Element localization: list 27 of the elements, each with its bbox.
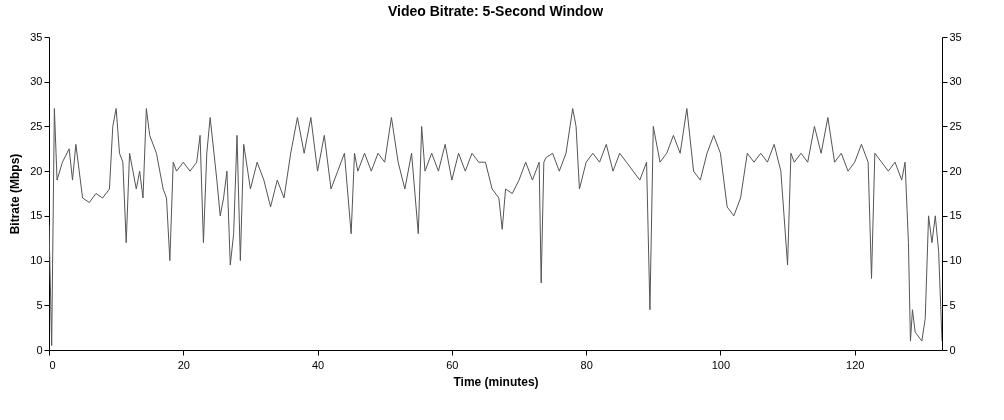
y2-tick-label: 35 bbox=[949, 30, 962, 43]
y-tick-label: 10 bbox=[30, 254, 43, 267]
x-tick-label: 80 bbox=[580, 358, 593, 371]
y2-tick-label: 20 bbox=[949, 164, 962, 177]
x-tick-label: 120 bbox=[846, 358, 865, 371]
x-tick-label: 20 bbox=[177, 358, 190, 371]
y-axis-title: Bitrate (Mbps) bbox=[8, 153, 23, 235]
x-tick-label: 0 bbox=[49, 358, 56, 371]
x-tick-label: 60 bbox=[446, 358, 459, 371]
chart-title: Video Bitrate: 5-Second Window bbox=[387, 3, 604, 19]
y-tick-label: 5 bbox=[36, 298, 43, 311]
line-series bbox=[49, 108, 942, 347]
y2-tick-label: 25 bbox=[949, 119, 962, 132]
y2-tick-label: 5 bbox=[949, 298, 956, 311]
x-tick-label: 40 bbox=[311, 358, 325, 371]
y-tick-label: 20 bbox=[30, 164, 43, 177]
x-axis-title: Time (minutes) bbox=[453, 374, 539, 389]
y2-tick-label: 15 bbox=[949, 209, 962, 222]
y2-tick-label: 30 bbox=[949, 75, 962, 88]
y2-tick-label: 0 bbox=[949, 343, 956, 356]
x-tick-label: 100 bbox=[711, 358, 731, 371]
y-tick-label: 30 bbox=[30, 75, 43, 88]
y2-tick-label: 10 bbox=[949, 254, 962, 267]
y-tick-label: 0 bbox=[36, 343, 43, 356]
y-tick-label: 35 bbox=[30, 30, 43, 43]
y-tick-label: 15 bbox=[30, 209, 43, 222]
y-tick-label: 25 bbox=[30, 119, 43, 132]
